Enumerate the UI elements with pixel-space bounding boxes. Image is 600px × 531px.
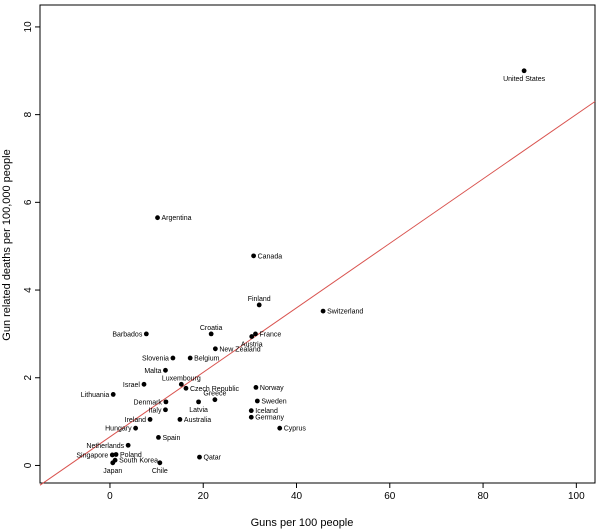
label-italy: Italy <box>149 407 162 414</box>
label-south-korea: South Korea <box>119 458 158 465</box>
point-austria <box>249 334 255 339</box>
label-australia: Australia <box>184 417 211 424</box>
label-croatia: Croatia <box>200 325 223 332</box>
label-barbados: Barbados <box>112 331 142 338</box>
point-sweden <box>254 398 260 404</box>
label-germany: Germany <box>255 415 284 422</box>
label-lithuania: Lithuania <box>81 392 110 399</box>
data-points <box>109 68 527 466</box>
label-latvia: Latvia <box>189 407 208 414</box>
label-japan: Japan <box>103 468 122 475</box>
y-axis-ticks: 0 2 4 6 8 10 <box>23 21 40 468</box>
point-croatia <box>208 331 214 337</box>
label-france: France <box>259 331 281 338</box>
x-axis-title: Guns per 100 people <box>251 517 354 529</box>
point-canada <box>251 253 257 259</box>
label-finland: Finland <box>248 296 271 303</box>
label-norway: Norway <box>260 385 284 392</box>
label-argentina: Argentina <box>162 215 192 222</box>
label-canada: Canada <box>258 253 283 260</box>
label-cyprus: Cyprus <box>284 426 307 433</box>
label-austria: Austria <box>241 342 263 349</box>
point-israel <box>141 381 147 387</box>
x-tick-label: 20 <box>198 491 210 502</box>
point-netherlands <box>125 442 131 448</box>
point-germany <box>248 414 254 420</box>
label-netherlands: Netherlands <box>86 443 124 450</box>
label-switzerland: Switzerland <box>327 309 363 316</box>
point-singapore <box>109 452 115 458</box>
label-sweden: Sweden <box>261 398 286 405</box>
x-tick-label: 60 <box>384 491 396 502</box>
y-tick-label: 0 <box>23 462 34 468</box>
point-latvia <box>196 399 201 405</box>
point-united-states <box>521 68 527 74</box>
point-new-zealand <box>212 346 218 352</box>
x-tick-label: 100 <box>568 491 585 502</box>
point-belgium <box>187 355 193 361</box>
point-france <box>253 331 258 337</box>
point-qatar <box>197 454 202 460</box>
point-japan <box>110 460 116 466</box>
point-poland <box>113 452 119 457</box>
label-slovenia: Slovenia <box>142 356 169 363</box>
y-tick-label: 6 <box>23 199 34 205</box>
y-axis-title: Gun related deaths per 100,000 people <box>1 149 13 340</box>
point-barbados <box>143 331 149 337</box>
label-united-states: United States <box>503 76 546 83</box>
label-spain: Spain <box>162 435 180 442</box>
point-chile <box>157 460 163 466</box>
plot-frame <box>39 4 596 484</box>
label-luxembourg: Luxembourg <box>162 375 201 382</box>
point-czech-republic <box>183 385 189 391</box>
label-greece: Greece <box>203 391 226 398</box>
label-new-zealand: New Zealand <box>219 346 260 353</box>
point-ireland <box>147 417 153 422</box>
point-italy <box>163 407 168 413</box>
label-hungary: Hungary <box>105 426 132 433</box>
x-tick-label: 80 <box>478 491 490 502</box>
point-labels: United States Argentina Canada Finland Switz… <box>76 76 545 475</box>
point-argentina <box>155 215 160 221</box>
label-czech-republic: Czech Republic <box>190 386 240 393</box>
label-malta: Malta <box>144 368 161 375</box>
point-malta <box>163 367 168 373</box>
label-iceland: Iceland <box>255 408 278 415</box>
label-qatar: Qatar <box>204 455 222 462</box>
point-cyprus <box>277 425 283 431</box>
x-axis-ticks: 0 20 40 60 80 100 <box>107 483 585 502</box>
x-tick-label: 40 <box>291 491 303 502</box>
x-tick-label: 0 <box>107 491 113 502</box>
label-poland: Poland <box>120 452 142 459</box>
point-slovenia <box>170 355 176 361</box>
y-tick-label: 2 <box>23 375 34 381</box>
point-hungary <box>133 425 139 431</box>
point-iceland <box>248 408 254 414</box>
label-singapore: Singapore <box>76 452 108 459</box>
point-greece <box>212 397 218 403</box>
y-tick-label: 4 <box>23 287 34 293</box>
point-australia <box>177 417 183 422</box>
label-ireland: Ireland <box>125 417 147 424</box>
point-finland <box>256 302 262 308</box>
label-israel: Israel <box>123 382 141 389</box>
y-tick-label: 8 <box>23 111 34 117</box>
label-belgium: Belgium <box>194 356 219 363</box>
label-chile: Chile <box>152 468 168 475</box>
point-norway <box>253 385 259 390</box>
point-lithuania <box>110 392 116 397</box>
trend-line <box>39 101 596 486</box>
y-tick-label: 10 <box>23 21 34 33</box>
label-denmark: Denmark <box>134 399 163 406</box>
point-spain <box>156 434 161 440</box>
point-luxembourg <box>178 381 184 387</box>
point-switzerland <box>320 308 326 314</box>
point-denmark <box>163 399 169 405</box>
